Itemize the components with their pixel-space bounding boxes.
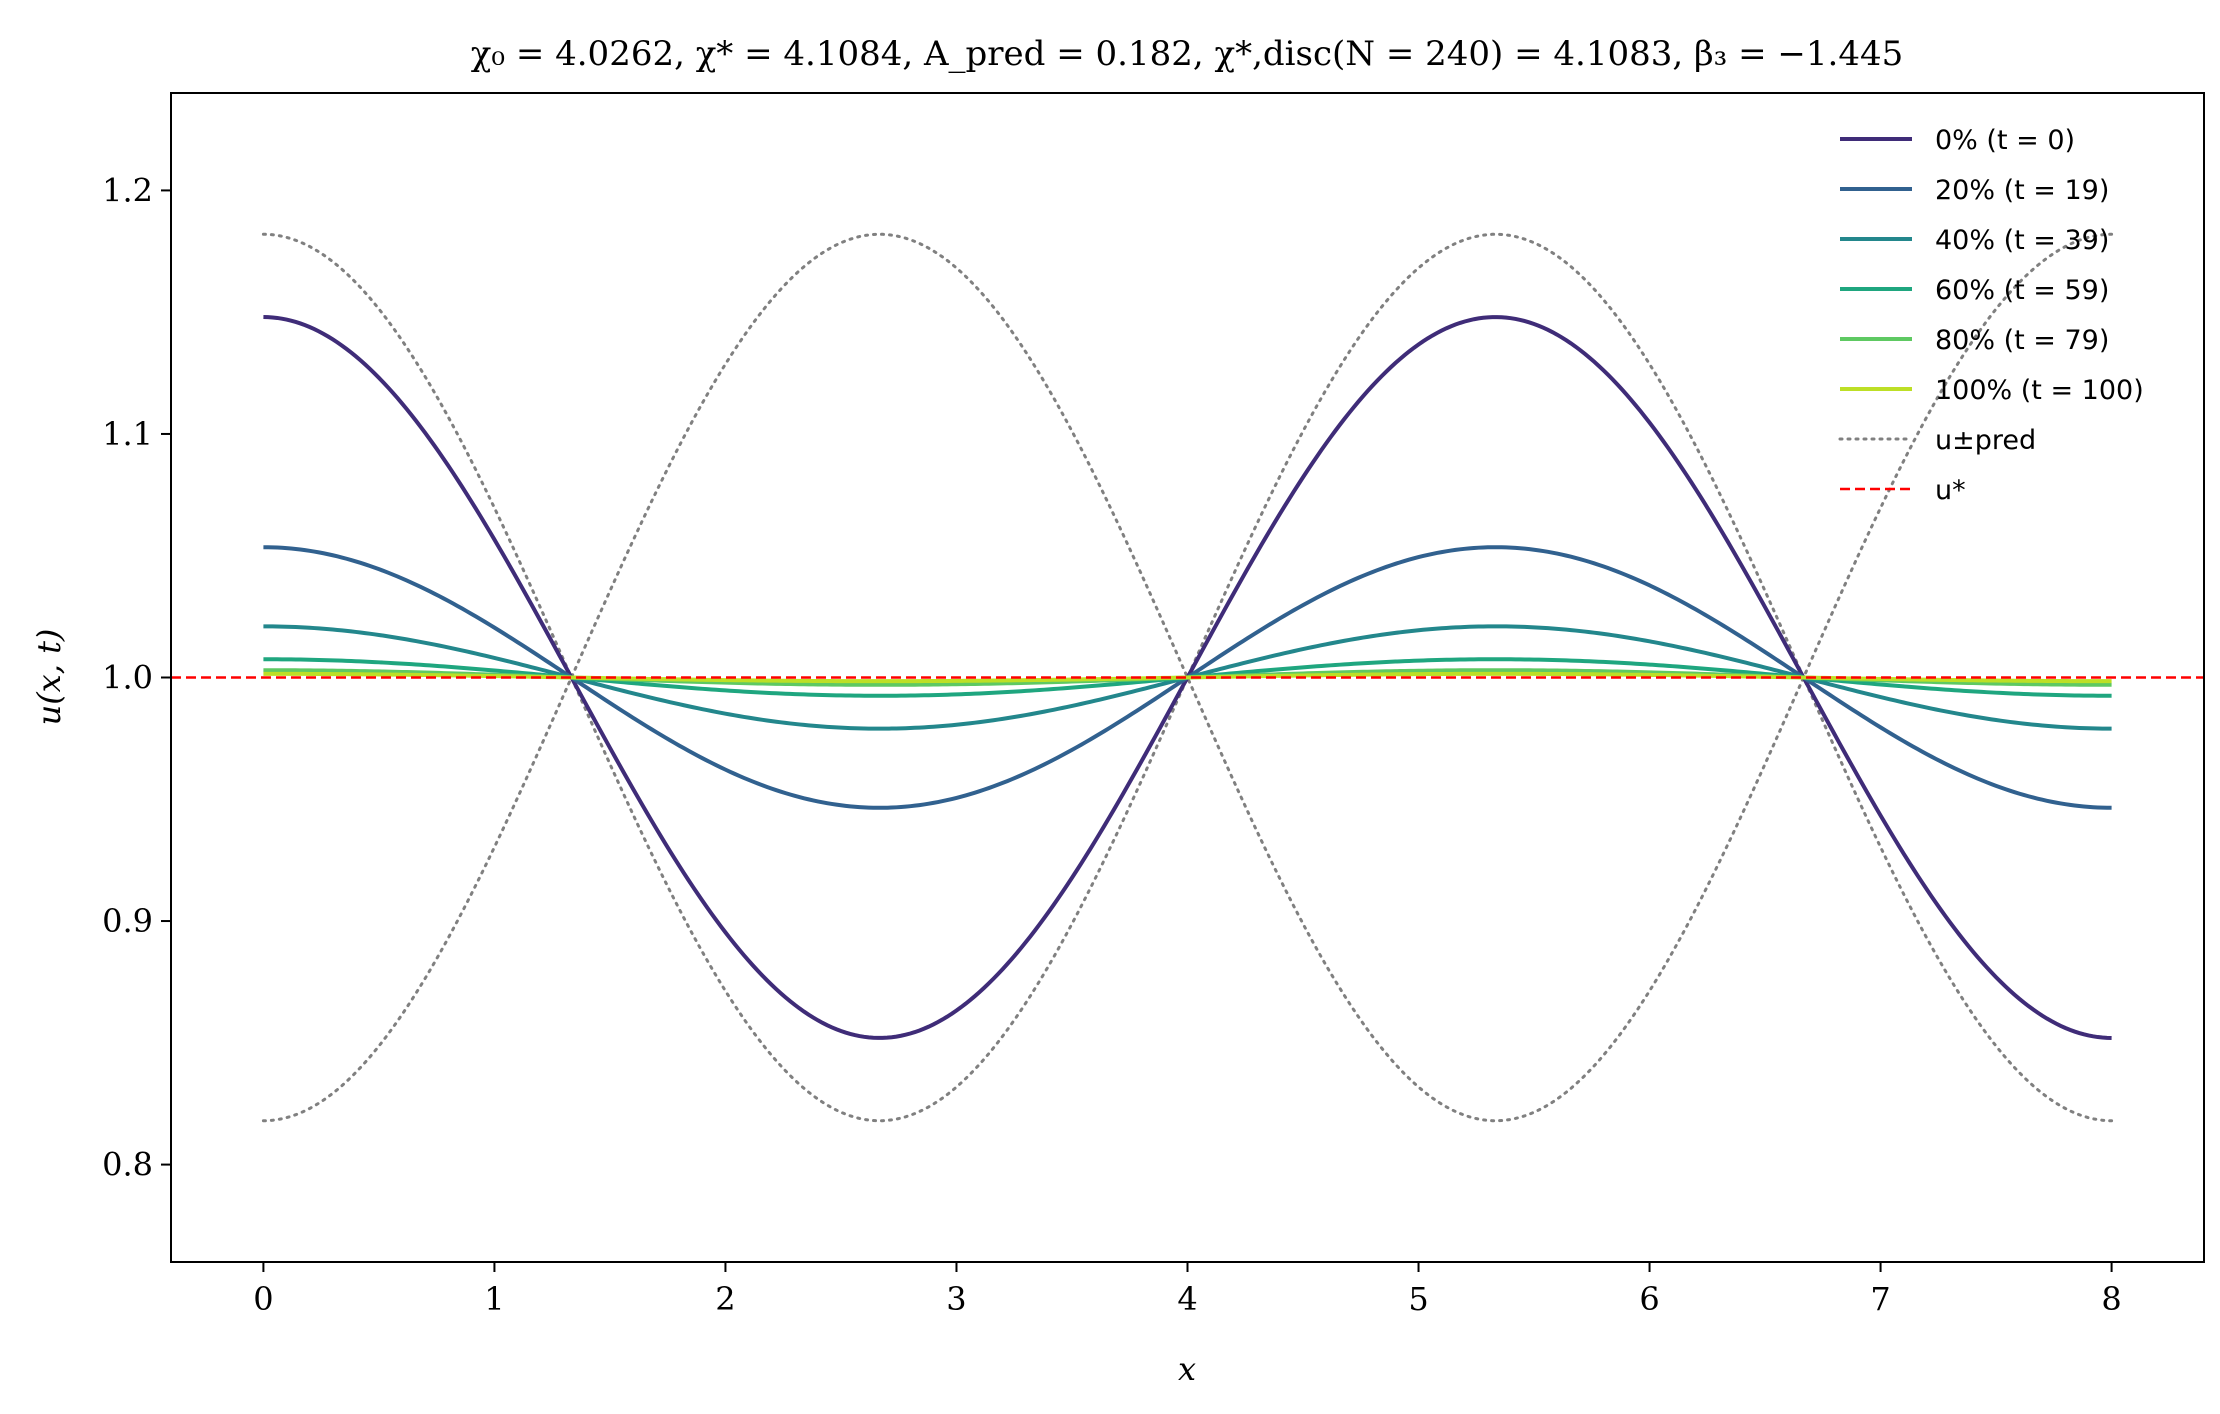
legend-label-4: 80% (t = 79): [1935, 325, 2109, 356]
legend-label-3: 60% (t = 59): [1935, 275, 2109, 306]
legend-label-0: 0% (t = 0): [1935, 125, 2075, 156]
x-tick-label: 8: [2101, 1280, 2121, 1318]
x-tick-label: 6: [1639, 1280, 1659, 1318]
y-tick-label: 0.8: [102, 1146, 153, 1184]
x-tick-label: 5: [1408, 1280, 1428, 1318]
legend-label-1: 20% (t = 19): [1935, 175, 2109, 206]
x-tick-label: 7: [1870, 1280, 1890, 1318]
x-tick-label: 1: [484, 1280, 504, 1318]
x-tick-label: 0: [253, 1280, 273, 1318]
legend-label-5: 100% (t = 100): [1935, 375, 2144, 406]
y-tick-label: 1.1: [102, 415, 153, 453]
x-tick-label: 4: [1177, 1280, 1197, 1318]
chart-title: χ₀ = 4.0262, χ* = 4.1084, A_pred = 0.182…: [471, 34, 1903, 74]
x-axis-label: x: [1178, 1350, 1196, 1388]
legend-label-2: 40% (t = 39): [1935, 225, 2109, 256]
legend: 0% (t = 0) 20% (t = 19) 40% (t = 39) 60% (t…: [1838, 125, 2144, 506]
y-tick-label: 1.2: [102, 171, 153, 209]
plot-layer: [171, 232, 2204, 1123]
y-tick-label: 0.9: [102, 902, 153, 940]
x-tick-label: 2: [715, 1280, 735, 1318]
legend-label-6: u±pred: [1935, 425, 2036, 456]
y-tick-label: 1.0: [102, 659, 153, 697]
legend-label-7: u*: [1935, 475, 1966, 506]
x-tick-label: 3: [946, 1280, 966, 1318]
y-axis-label: u(x, t): [30, 629, 68, 726]
series-line-5: [263, 671, 2112, 684]
ticks-layer: 0 1 2 3 4 5 6 7 8 0.8 0.9 1.0 1.1 1.2: [102, 171, 2122, 1318]
